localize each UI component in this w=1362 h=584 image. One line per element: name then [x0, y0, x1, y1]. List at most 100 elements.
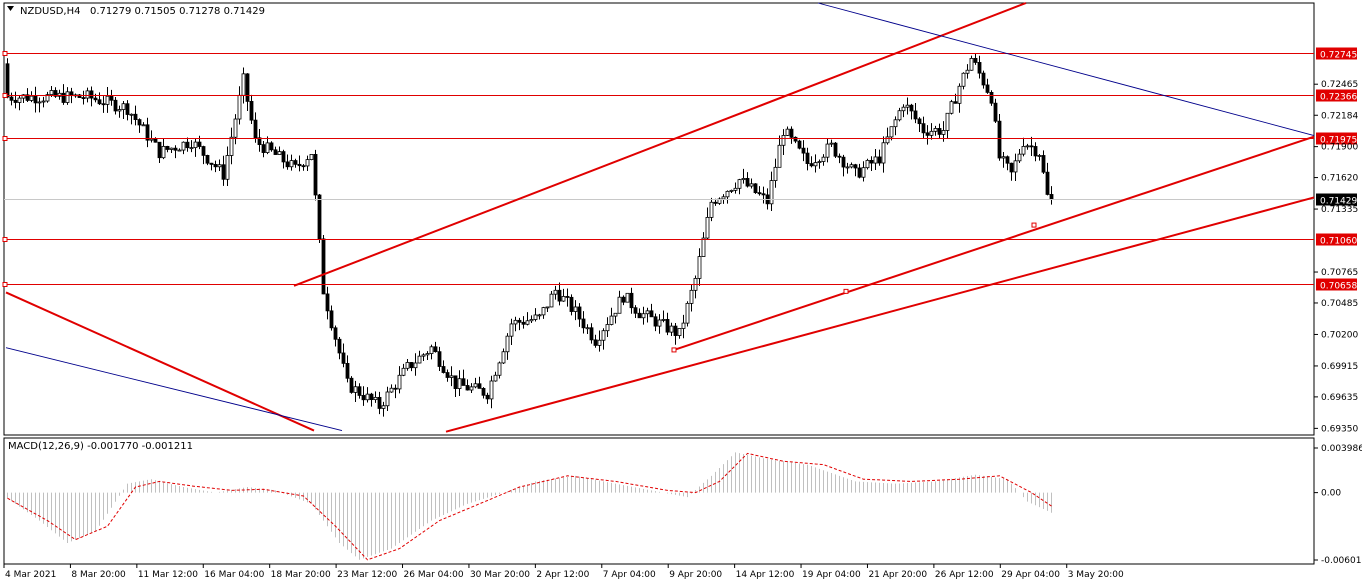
candle: [885, 127, 890, 145]
price-pane-frame: [3, 2, 1315, 436]
candle: [229, 127, 234, 165]
candle: [617, 290, 622, 314]
trend-line[interactable]: [5, 347, 343, 432]
candlestick-series: [5, 53, 1054, 417]
candle: [297, 155, 302, 172]
time-tick-label: 4 Mar 2021: [5, 570, 56, 580]
candle: [405, 359, 410, 371]
candle: [369, 392, 374, 407]
candle: [465, 379, 470, 391]
candle: [925, 125, 930, 145]
candle: [157, 141, 162, 164]
level-anchor[interactable]: [2, 237, 8, 242]
level-line[interactable]: [2, 282, 1314, 287]
candle: [13, 91, 18, 109]
candle: [789, 126, 794, 144]
candle: [133, 105, 138, 126]
candle: [97, 92, 102, 106]
candle: [381, 401, 386, 417]
candle: [553, 285, 558, 300]
candle: [929, 123, 934, 140]
candle: [1009, 162, 1014, 181]
level-line[interactable]: [2, 51, 1314, 56]
time-tick-label: 18 Mar 20:00: [271, 570, 331, 580]
level-anchor[interactable]: [2, 136, 8, 141]
time-tick-label: 9 Apr 20:00: [669, 570, 722, 580]
candle: [725, 190, 730, 204]
level-anchor[interactable]: [2, 51, 8, 56]
candle: [701, 232, 706, 257]
candle: [5, 58, 10, 99]
candle: [717, 197, 722, 205]
current-price-tag: [1316, 193, 1357, 206]
horizontal-levels[interactable]: [2, 51, 1314, 287]
level-line[interactable]: [2, 136, 1314, 141]
trend-line[interactable]: [445, 196, 1315, 433]
candle: [301, 164, 306, 171]
trend-line[interactable]: [5, 291, 315, 432]
price-tick-label: 0.70485: [1321, 299, 1358, 309]
candle: [605, 317, 610, 337]
level-price-tag: [1316, 233, 1357, 246]
candle: [573, 300, 578, 321]
candle: [881, 136, 886, 173]
candle: [649, 303, 654, 318]
candle: [313, 149, 318, 201]
candle: [257, 129, 262, 152]
price-tick-label: 0.70200: [1321, 330, 1358, 340]
candle: [741, 168, 746, 184]
time-tick-label: 14 Apr 12:00: [736, 570, 795, 580]
candle: [761, 186, 766, 204]
trend-anchor[interactable]: [671, 347, 677, 353]
candle: [233, 114, 238, 145]
candle: [793, 136, 798, 144]
candle: [245, 73, 250, 112]
candle: [261, 140, 266, 158]
time-tick-label: 26 Apr 12:00: [935, 570, 994, 580]
level-anchor[interactable]: [2, 93, 8, 98]
macd-tick-label: -0.006019: [1321, 556, 1362, 566]
candle: [673, 323, 678, 345]
trend-anchor[interactable]: [1031, 222, 1037, 228]
price-pane[interactable]: NZDUSD,H4 0.71279 0.71505 0.71278 0.7142…: [2, 2, 1315, 436]
level-line[interactable]: [2, 237, 1314, 242]
candle: [469, 383, 474, 393]
candle: [33, 86, 38, 113]
candle: [1001, 151, 1006, 168]
candle: [685, 301, 690, 327]
candle: [373, 391, 378, 403]
candle: [973, 53, 978, 65]
level-line[interactable]: [2, 93, 1314, 98]
level-anchor[interactable]: [2, 282, 8, 287]
trend-line[interactable]: [817, 2, 1315, 137]
candle: [421, 353, 426, 361]
candle: [293, 158, 298, 168]
candle: [569, 294, 574, 316]
macd-tick-label: 0.003986: [1321, 444, 1362, 454]
candle: [989, 90, 994, 106]
trend-anchor[interactable]: [843, 288, 849, 294]
candle: [1049, 186, 1054, 205]
time-tick-label: 29 Apr 04:00: [1001, 570, 1060, 580]
level-price-tag: [1316, 47, 1357, 60]
candle: [541, 306, 546, 319]
candle: [445, 369, 450, 382]
candle: [309, 154, 314, 161]
price-tick-label: 0.72465: [1321, 80, 1358, 90]
chart-menu-icon[interactable]: [7, 6, 14, 11]
candle: [913, 103, 918, 124]
macd-pane[interactable]: MACD(12,26,9) -0.001770 -0.001211: [3, 437, 1315, 565]
candle: [333, 325, 338, 347]
candle: [965, 64, 970, 79]
candle: [365, 387, 370, 403]
candle: [169, 147, 174, 154]
candle: [749, 178, 754, 189]
trend-line[interactable]: [673, 135, 1315, 351]
trend-lines[interactable]: [5, 2, 1315, 433]
candle: [689, 284, 694, 312]
candle: [801, 140, 806, 162]
candle: [561, 288, 566, 302]
candle: [213, 160, 218, 173]
candle: [9, 92, 14, 106]
trend-line[interactable]: [293, 2, 1027, 287]
